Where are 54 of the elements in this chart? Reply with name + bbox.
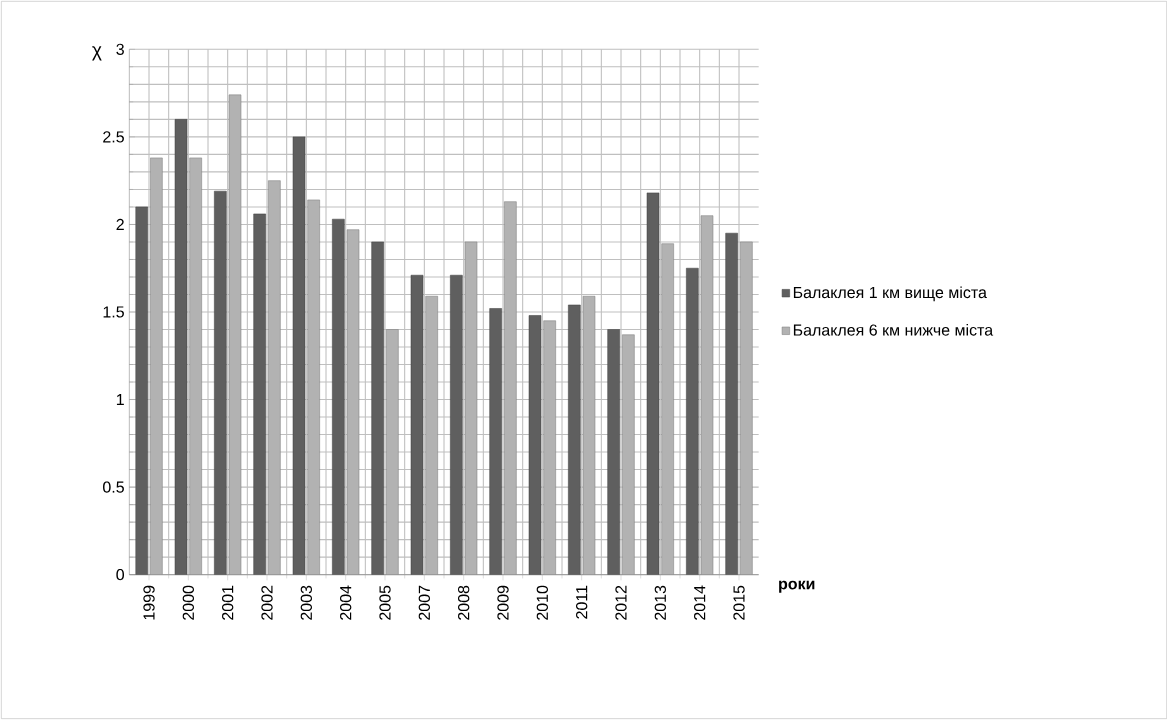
bar xyxy=(228,94,242,575)
y-tick-label: 0.5 xyxy=(103,481,124,493)
bar xyxy=(450,274,463,575)
bar xyxy=(464,241,478,575)
y-tick-label: 1.5 xyxy=(103,306,124,318)
bar xyxy=(607,329,620,575)
x-axis-title: роки xyxy=(779,580,815,593)
bar xyxy=(150,157,163,575)
bar xyxy=(740,241,753,575)
bar xyxy=(189,157,202,575)
x-tick-label: 2000 xyxy=(182,585,194,620)
x-tick-label: 2007 xyxy=(418,585,430,620)
x-tick-label: 2002 xyxy=(261,585,273,620)
x-tick-label: 2001 xyxy=(222,585,234,620)
x-tick-label: 2013 xyxy=(654,585,666,620)
legend-label: Балаклея 1 км вище міста xyxy=(793,286,987,302)
x-tick-label: 2008 xyxy=(458,585,470,620)
x-tick-label: 1999 xyxy=(143,585,155,620)
x-tick-label: 2004 xyxy=(340,585,352,620)
bar xyxy=(332,218,345,575)
bar xyxy=(700,215,714,575)
bar xyxy=(253,213,266,575)
bar xyxy=(582,295,596,575)
x-tick-label: 2005 xyxy=(379,585,391,620)
x-tick-label: 2015 xyxy=(733,585,745,620)
bar xyxy=(568,304,581,575)
bar xyxy=(346,229,360,575)
bar xyxy=(135,206,148,575)
bar xyxy=(307,199,320,575)
bar xyxy=(268,180,281,575)
y-axis-title: χ xyxy=(92,46,102,61)
y-tick-label: 2.5 xyxy=(103,131,124,143)
bar xyxy=(386,329,399,575)
bar xyxy=(214,190,227,575)
y-tick-label: 0 xyxy=(116,568,125,581)
x-tick-label: 2009 xyxy=(497,585,509,620)
y-tick-label: 1 xyxy=(116,394,124,406)
bar xyxy=(686,267,699,575)
y-tick-label: 2 xyxy=(116,218,124,231)
bar xyxy=(543,320,556,575)
bar xyxy=(661,243,674,575)
bar xyxy=(371,241,384,575)
legend-label: Балаклея 6 км нижче міста xyxy=(793,324,994,336)
y-tick-label: 3 xyxy=(116,43,124,55)
bar xyxy=(725,232,738,575)
x-tick-label: 2003 xyxy=(300,585,312,620)
bar xyxy=(622,334,635,575)
x-tick-label: 2014 xyxy=(694,585,706,620)
x-tick-label: 2010 xyxy=(536,585,548,620)
bar xyxy=(489,308,502,575)
bar xyxy=(425,295,438,575)
bar xyxy=(504,201,517,575)
x-tick-label: 2012 xyxy=(615,585,627,620)
x-tick-label: 2011 xyxy=(576,585,588,619)
